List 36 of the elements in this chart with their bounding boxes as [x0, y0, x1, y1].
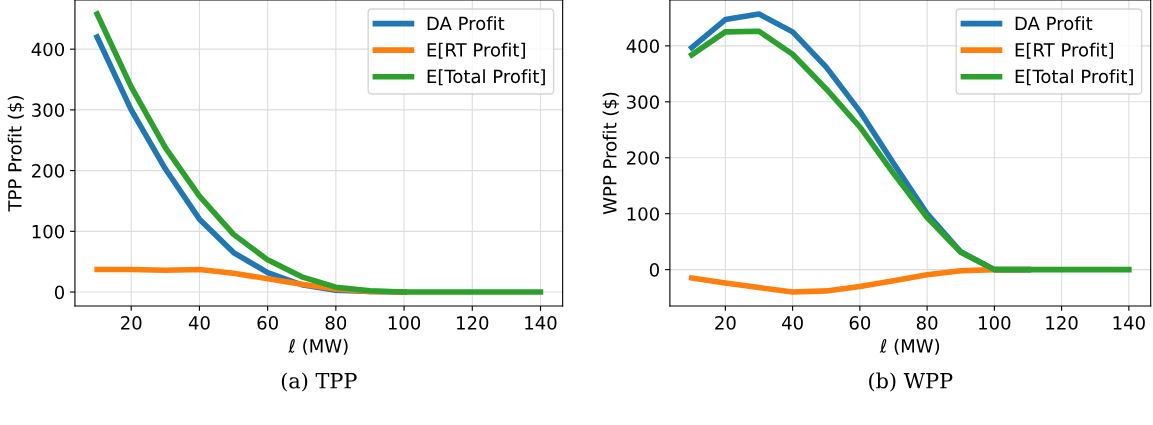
y-tick-label: 200 [32, 164, 65, 178]
x-axis-title: ℓ (MW) [879, 338, 940, 355]
legend-label: E[RT Profit] [427, 42, 525, 59]
y-tick-label: 400 [31, 42, 65, 57]
y-tick-label: 300 [32, 103, 65, 118]
y-tick-label: 100 [32, 224, 65, 239]
x-tick-label: 20 [121, 316, 142, 330]
y-tick-label: 400 [626, 39, 659, 53]
x-tick-label: 60 [257, 316, 278, 330]
x-tick-label: 140 [1113, 316, 1145, 330]
x-tick-label: 100 [979, 316, 1011, 330]
x-tick-label: 60 [849, 316, 871, 330]
y-tick-label: 300 [627, 95, 659, 109]
legend-label: DA Profit [1015, 16, 1093, 31]
x-tick-label: 80 [325, 316, 347, 330]
legend-label: E[RT Profit] [1015, 42, 1113, 59]
x-tick-label: 100 [388, 316, 421, 330]
legend-label: DA Profit [427, 16, 505, 31]
x-tick-label: 80 [916, 316, 938, 330]
y-tick-label: 200 [627, 151, 659, 165]
text: (a) TPP [281, 372, 357, 392]
x-tick-label: 120 [457, 316, 489, 330]
y-tick-label: 0 [649, 263, 659, 277]
legend-label: E[Total Profit] [427, 69, 545, 86]
x-tick-label: 140 [525, 316, 557, 330]
x-tick-label: 40 [188, 316, 210, 330]
y-tick-label: 100 [627, 207, 659, 221]
x-tick-label: 120 [1046, 316, 1078, 330]
text: (b) WPP [869, 372, 953, 392]
y-tick-label: 0 [54, 285, 65, 300]
y-axis-title: WPP Profit ($) [602, 92, 620, 215]
legend-label: E[Total Profit] [1015, 69, 1133, 86]
x-axis-title: ℓ (MW) [288, 338, 348, 355]
y-axis-title: TPP Profit ($) [7, 96, 25, 212]
x-tick-label: 40 [782, 316, 803, 330]
x-tick-label: 20 [715, 316, 736, 330]
